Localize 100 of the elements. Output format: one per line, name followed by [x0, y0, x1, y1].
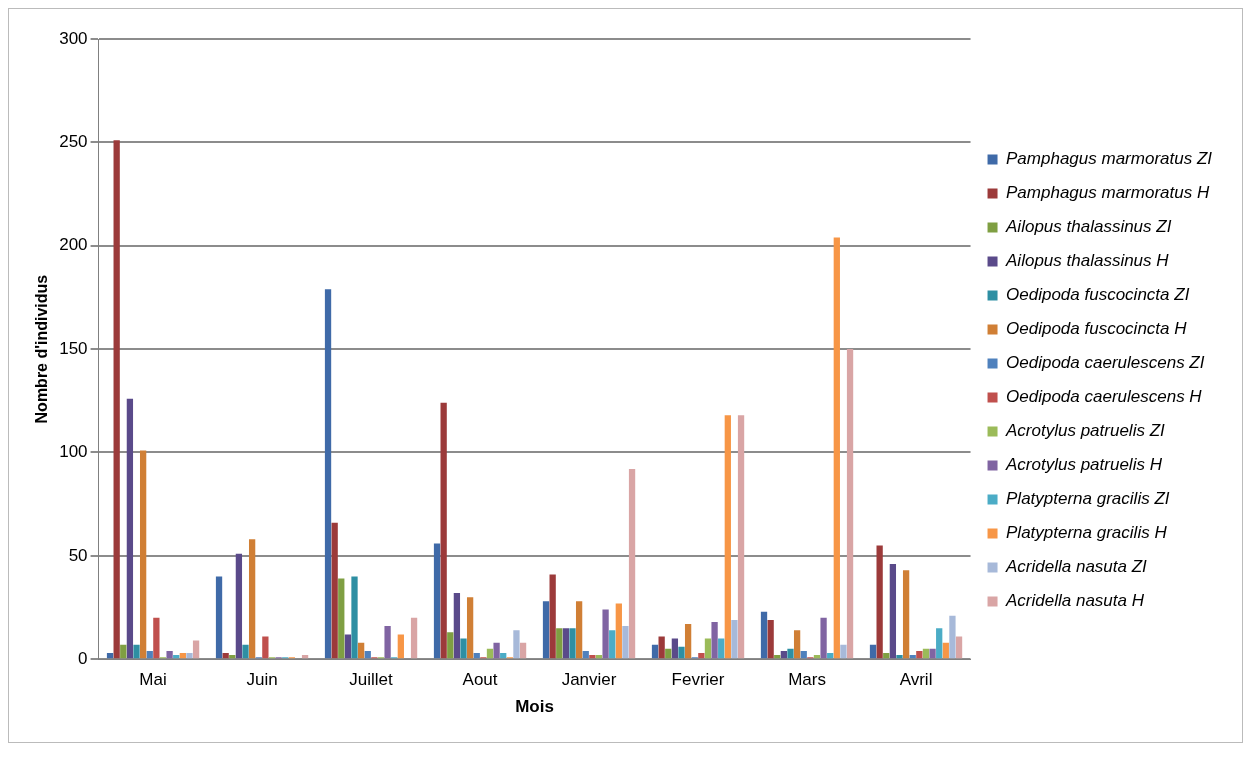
bar: [698, 653, 705, 659]
legend-label: Acrotylus patruelis ZI: [1005, 421, 1166, 441]
x-tick-label: Fevrier: [671, 670, 725, 690]
bar: [113, 140, 120, 659]
x-tick-label: Janvier: [561, 670, 617, 690]
bar: [338, 578, 345, 659]
bar: [519, 642, 527, 659]
bar: [364, 650, 371, 659]
bar: [724, 415, 731, 659]
bar: [542, 601, 550, 659]
legend-label: Acridella nasuta ZI: [1005, 557, 1148, 577]
x-tick-label: Juin: [246, 670, 278, 690]
bar: [126, 398, 134, 659]
legend-label: Platypterna gracilis H: [1006, 523, 1168, 543]
bar: [846, 349, 854, 659]
y-tick-label: 50: [68, 545, 88, 565]
legend-label: Pamphagus marmoratus H: [1006, 183, 1210, 203]
legend-label: Oedipoda fuscocincta ZI: [1006, 285, 1190, 305]
bar: [106, 653, 114, 659]
bar: [222, 653, 229, 659]
bar: [820, 617, 827, 659]
bar: [397, 634, 404, 659]
bar: [120, 644, 127, 659]
x-tick-label: Aout: [462, 670, 498, 690]
bar: [949, 615, 956, 659]
x-tick-label: Mars: [788, 670, 826, 690]
legend-label: Oedipoda caerulescens ZI: [1006, 353, 1205, 373]
y-tick-label: 250: [59, 132, 88, 152]
bar: [929, 648, 936, 659]
legend-label: Pamphagus marmoratus ZI: [1006, 149, 1213, 169]
bar: [665, 648, 672, 659]
bar: [153, 617, 160, 659]
bar: [671, 638, 679, 659]
bar: [331, 522, 338, 659]
bar: [186, 653, 193, 659]
bar: [883, 653, 890, 659]
bar: [869, 644, 877, 659]
bar: [760, 611, 768, 659]
bar: [440, 402, 447, 659]
bar: [916, 650, 923, 659]
bar: [602, 609, 609, 659]
bar: [942, 642, 949, 659]
bar: [582, 650, 589, 659]
bar: [215, 576, 223, 659]
bar: [793, 630, 801, 659]
bar: [453, 593, 461, 659]
bar: [146, 650, 153, 659]
bar: [549, 574, 556, 659]
bar: [242, 644, 249, 659]
bar: [569, 628, 576, 659]
bar: [711, 621, 718, 659]
bar: [902, 570, 910, 659]
bar: [876, 545, 883, 659]
y-tick-label: 300: [59, 28, 88, 48]
bar: [774, 655, 781, 659]
bar: [609, 630, 616, 659]
bar: [718, 638, 725, 659]
y-axis-title: Nombre d'individus: [33, 274, 51, 424]
bar: [684, 624, 692, 659]
bar: [556, 628, 563, 659]
bar: [787, 648, 794, 659]
bar: [651, 644, 659, 659]
bar: [955, 636, 963, 659]
bar: [889, 564, 897, 659]
bar: [447, 632, 454, 659]
legend-label: Ailopus thalassinus ZI: [1005, 217, 1172, 237]
bar: [800, 650, 807, 659]
bar: [324, 289, 332, 659]
bar: [513, 630, 520, 659]
bar: [780, 650, 788, 659]
bar: [589, 655, 596, 659]
bar: [595, 655, 603, 659]
x-tick-label: Avril: [899, 670, 933, 690]
legend-label: Acridella nasuta H: [1005, 591, 1145, 611]
bar: [351, 576, 358, 659]
bar: [262, 636, 269, 659]
y-tick-label: 150: [59, 338, 88, 358]
bar: [179, 653, 186, 659]
bar: [173, 655, 180, 659]
bar: [678, 646, 685, 659]
bar: [767, 619, 774, 659]
bar: [500, 653, 507, 659]
bar: [731, 619, 738, 659]
bar: [909, 655, 916, 659]
bar: [229, 655, 236, 659]
legend-label: Platypterna gracilis ZI: [1006, 489, 1170, 509]
legend-label: Acrotylus patruelis H: [1005, 455, 1163, 475]
bar: [166, 650, 173, 659]
bar: [827, 653, 834, 659]
bar: [896, 655, 903, 659]
bar: [357, 642, 365, 659]
bar: [235, 553, 243, 659]
bar: [301, 655, 309, 659]
bar: [192, 640, 200, 659]
legend-label: Oedipoda fuscocincta H: [1006, 319, 1188, 339]
bar: [248, 539, 256, 659]
bar: [473, 653, 480, 659]
x-tick-label: Juillet: [349, 670, 394, 690]
bar: [813, 655, 821, 659]
bar: [840, 644, 847, 659]
